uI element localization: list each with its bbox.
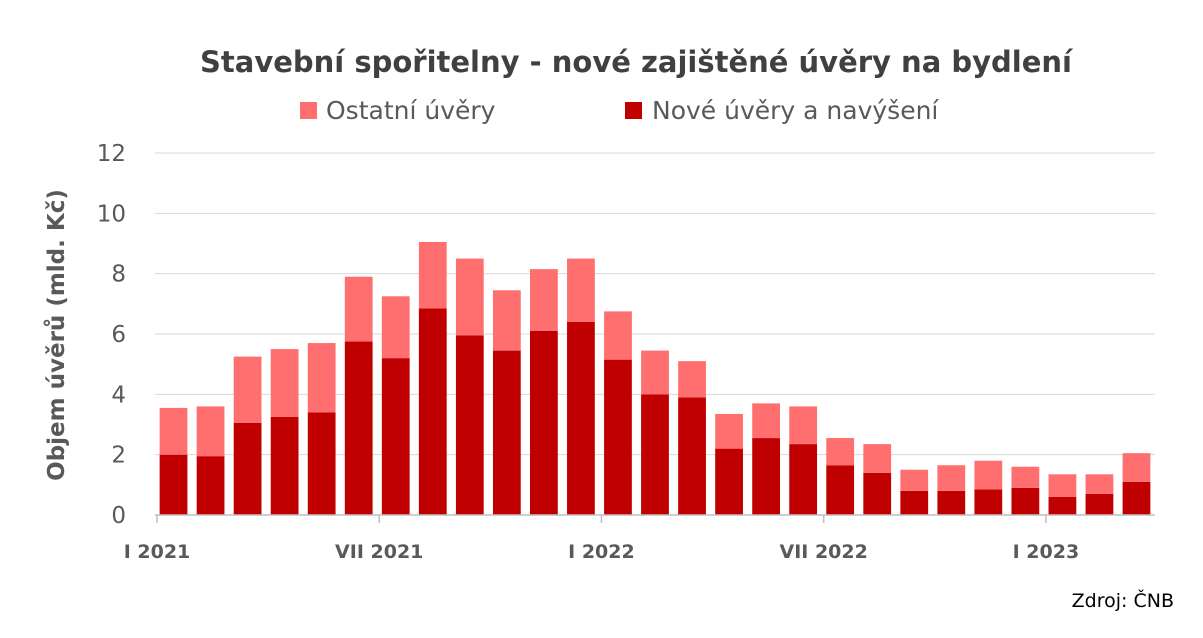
bar-ostatni-uvery [863, 444, 892, 473]
x-tick-label: I 2023 [1013, 541, 1080, 563]
bar-nove-uvery [418, 308, 447, 515]
legend-swatch-nove-uvery [625, 102, 642, 119]
legend-label-ostatni-uvery: Ostatní úvěry [326, 96, 496, 125]
x-axis: I 2021 VII 2021 I 2022 VII 2022 I 2023 [124, 514, 1155, 563]
bar-ostatni-uvery [974, 460, 1003, 490]
x-tick-label: VII 2021 [335, 541, 423, 563]
bar-nove-uvery [196, 456, 225, 515]
bar-ostatni-uvery [344, 276, 373, 342]
bar-ostatni-uvery [159, 407, 188, 455]
bar-ostatni-uvery [937, 465, 966, 491]
bar-ostatni-uvery [715, 413, 743, 449]
y-tick-label: 8 [111, 262, 126, 288]
y-tick-label: 4 [111, 382, 126, 408]
bar-nove-uvery [641, 394, 669, 515]
bar-nove-uvery [307, 412, 336, 515]
bar-ostatni-uvery [455, 258, 484, 336]
y-tick-label: 0 [111, 503, 126, 529]
bar-ostatni-uvery [307, 343, 336, 413]
bar-ostatni-uvery [567, 258, 595, 322]
bar-nove-uvery [826, 465, 855, 515]
bar-ostatni-uvery [900, 469, 929, 491]
chart-title: Stavební spořitelny - nové zajištěné úvě… [200, 45, 1074, 79]
bar-nove-uvery [381, 358, 410, 515]
bar-nove-uvery [455, 335, 484, 515]
bar-ostatni-uvery [381, 296, 410, 359]
bar-nove-uvery [974, 489, 1003, 515]
bar-nove-uvery [492, 350, 521, 515]
legend-label-nove-uvery: Nové úvěry a navýšení [652, 96, 939, 125]
bar-ostatni-uvery [1085, 474, 1114, 494]
bar-nove-uvery [752, 438, 780, 515]
bar-ostatni-uvery [604, 311, 632, 360]
bar-nove-uvery [344, 341, 373, 515]
bar-ostatni-uvery [233, 356, 262, 423]
bar-ostatni-uvery [270, 349, 299, 417]
legend-swatch-ostatni-uvery [300, 102, 317, 119]
bar-nove-uvery [233, 422, 262, 515]
bar-nove-uvery [530, 330, 558, 515]
bar-ostatni-uvery [418, 241, 447, 309]
bar-nove-uvery [900, 490, 929, 515]
bars [159, 241, 1151, 515]
x-tick-label: VII 2022 [779, 541, 867, 563]
y-axis-ticks: 0 2 4 6 8 10 12 [97, 141, 126, 529]
x-tick-label: I 2021 [124, 541, 191, 563]
bar-nove-uvery [1085, 493, 1114, 515]
bar-nove-uvery [863, 472, 892, 515]
y-tick-label: 12 [97, 141, 126, 167]
y-tick-label: 6 [111, 322, 126, 348]
bar-nove-uvery [937, 490, 966, 515]
bar-ostatni-uvery [530, 269, 558, 331]
bar-ostatni-uvery [826, 438, 855, 466]
bar-ostatni-uvery [196, 406, 225, 457]
x-tick-label: I 2022 [568, 541, 635, 563]
bar-nove-uvery [567, 321, 595, 515]
y-tick-label: 2 [111, 443, 126, 469]
bar-nove-uvery [159, 454, 188, 515]
bar-ostatni-uvery [1122, 453, 1151, 482]
bar-ostatni-uvery [789, 406, 818, 445]
bar-nove-uvery [1048, 496, 1077, 515]
bar-ostatni-uvery [641, 350, 669, 395]
bar-nove-uvery [678, 397, 706, 515]
bar-ostatni-uvery [678, 361, 706, 398]
bar-nove-uvery [270, 416, 299, 515]
y-tick-label: 10 [97, 201, 126, 227]
bar-nove-uvery [1011, 487, 1040, 515]
bar-ostatni-uvery [492, 290, 521, 351]
bar-nove-uvery [715, 448, 743, 515]
bar-ostatni-uvery [1011, 466, 1040, 488]
bar-nove-uvery [1122, 481, 1151, 515]
bar-nove-uvery [789, 444, 818, 515]
source-note: Zdroj: ČNB [1072, 588, 1174, 612]
bar-nove-uvery [604, 359, 632, 515]
bar-ostatni-uvery [1048, 474, 1077, 497]
bar-ostatni-uvery [752, 403, 780, 439]
y-axis-label: Objem úvěrů (mld. Kč) [43, 189, 70, 481]
legend: Ostatní úvěry Nové úvěry a navýšení [300, 96, 939, 125]
